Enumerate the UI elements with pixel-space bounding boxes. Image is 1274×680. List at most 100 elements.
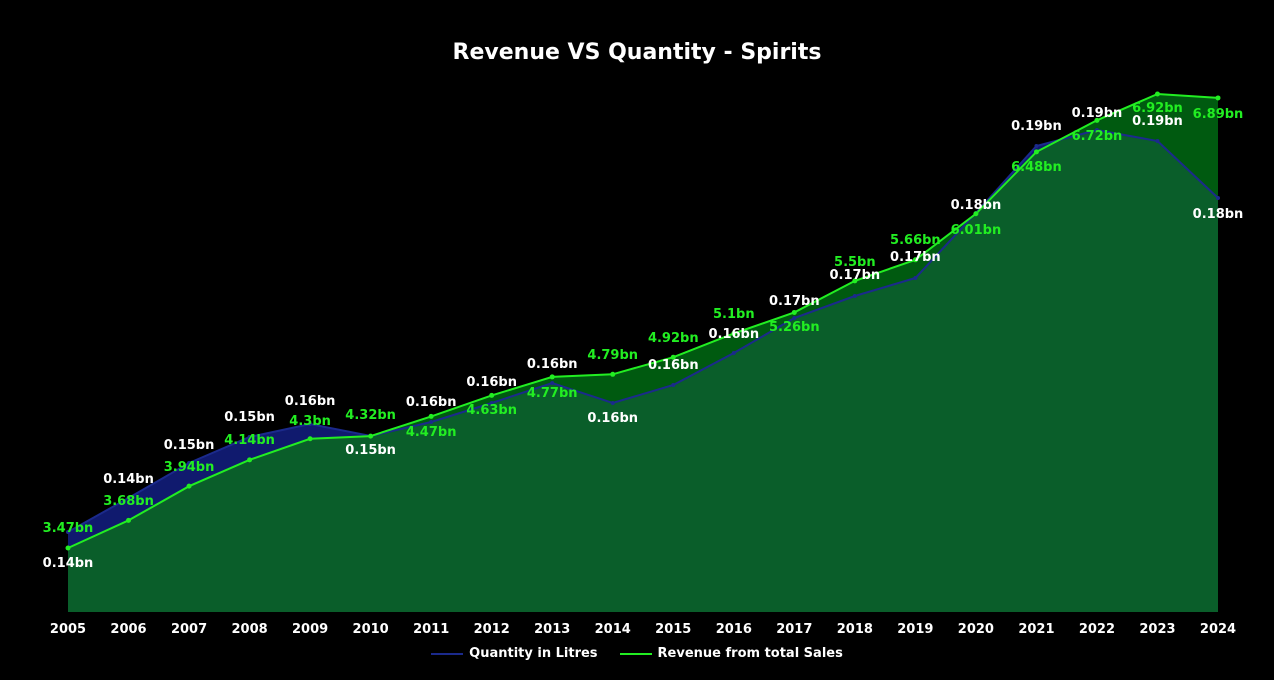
revenue-data-label: 4.77bn [527, 386, 578, 401]
quantity-data-label: 0.19bn [1072, 106, 1123, 121]
quantity-point[interactable] [731, 351, 736, 355]
x-tick-label: 2021 [1018, 622, 1054, 637]
revenue-point[interactable] [1094, 117, 1100, 123]
revenue-data-label: 6.92bn [1132, 101, 1183, 116]
legend-item-revenue[interactable]: Revenue from total Sales [619, 646, 843, 661]
revenue-point[interactable] [670, 354, 676, 360]
quantity-point[interactable] [1155, 139, 1160, 143]
revenue-point[interactable] [428, 413, 434, 419]
x-tick-label: 2008 [231, 622, 267, 637]
quantity-data-label: 0.17bn [769, 294, 820, 309]
revenue-point[interactable] [791, 309, 797, 315]
quantity-data-label: 0.16bn [466, 375, 517, 390]
revenue-data-label: 5.1bn [713, 307, 755, 322]
quantity-data-label: 0.16bn [406, 395, 457, 410]
quantity-data-label: 0.17bn [890, 250, 941, 265]
x-tick-label: 2017 [776, 622, 812, 637]
quantity-data-label: 0.16bn [648, 358, 699, 373]
x-tick-label: 2013 [534, 622, 570, 637]
revenue-point[interactable] [973, 211, 979, 217]
quantity-data-label: 0.16bn [587, 411, 638, 426]
quantity-point[interactable] [913, 276, 918, 280]
revenue-point[interactable] [1154, 91, 1160, 97]
revenue-data-label: 4.79bn [587, 348, 638, 363]
quantity-data-label: 0.18bn [1193, 207, 1244, 222]
x-tick-label: 2022 [1079, 622, 1115, 637]
quantity-data-label: 0.18bn [951, 198, 1002, 213]
quantity-data-label: 0.14bn [43, 556, 94, 571]
revenue-data-label: 6.72bn [1072, 129, 1123, 144]
revenue-point[interactable] [912, 257, 918, 263]
x-tick-label: 2011 [413, 622, 449, 637]
x-tick-label: 2018 [837, 622, 873, 637]
revenue-data-label: 4.3bn [289, 414, 331, 429]
quantity-point[interactable] [610, 401, 615, 405]
quantity-data-label: 0.14bn [103, 472, 154, 487]
x-tick-label: 2010 [353, 622, 389, 637]
area-chart: 0.14bn 0.14bn 0.15bn 0.15bn 0.16bn 0.15bn 0.16… [43, 91, 1244, 637]
revenue-point[interactable] [1215, 95, 1221, 101]
quantity-point[interactable] [671, 383, 676, 387]
quantity-point[interactable] [852, 294, 857, 298]
quantity-point[interactable] [489, 401, 494, 405]
quantity-data-label: 0.16bn [285, 394, 336, 409]
revenue-point[interactable] [307, 436, 313, 442]
quantity-data-label: 0.17bn [830, 268, 881, 283]
x-tick-label: 2009 [292, 622, 328, 637]
x-tick-label: 2007 [171, 622, 207, 637]
revenue-data-label: 6.01bn [951, 223, 1002, 238]
revenue-point[interactable] [731, 331, 737, 337]
legend-swatch-quantity [431, 652, 464, 655]
legend: Quantity in Litres Revenue from total Sa… [0, 646, 1274, 661]
quantity-data-label: 0.15bn [224, 410, 275, 425]
revenue-data-label: 5.26bn [769, 320, 820, 335]
revenue-point[interactable] [852, 278, 858, 284]
x-tick-label: 2014 [595, 622, 631, 637]
quantity-point[interactable] [1034, 144, 1039, 148]
x-tick-label: 2015 [655, 622, 691, 637]
quantity-line [67, 128, 1219, 533]
revenue-data-label: 4.47bn [406, 425, 457, 440]
revenue-point[interactable] [1033, 149, 1039, 155]
quantity-point[interactable] [1094, 128, 1099, 132]
revenue-data-label: 6.48bn [1011, 160, 1062, 175]
chart-title: Revenue VS Quantity - Spirits [452, 40, 822, 65]
x-tick-label: 2019 [897, 622, 933, 637]
revenue-point[interactable] [186, 483, 192, 489]
series-lines-layer [67, 92, 1219, 549]
quantity-point[interactable] [1216, 196, 1220, 200]
revenue-line [67, 92, 1219, 549]
legend-item-quantity[interactable]: Quantity in Litres [431, 646, 598, 661]
revenue-data-label: 3.47bn [43, 521, 94, 536]
revenue-point[interactable] [610, 371, 616, 377]
quantity-data-label: 0.19bn [1011, 119, 1062, 134]
quantity-point[interactable] [247, 435, 252, 439]
revenue-point[interactable] [247, 457, 253, 463]
quantity-point[interactable] [429, 420, 434, 424]
revenue-data-label: 5.66bn [890, 233, 941, 248]
x-tick-label: 2023 [1139, 622, 1175, 637]
revenue-data-label: 4.14bn [224, 433, 275, 448]
revenue-area [68, 94, 1218, 612]
legend-swatch-revenue [619, 652, 652, 655]
quantity-point[interactable] [66, 530, 70, 534]
revenue-point[interactable] [549, 374, 555, 380]
revenue-point[interactable] [126, 517, 132, 523]
revenue-point[interactable] [65, 545, 71, 551]
revenue-point[interactable] [368, 433, 374, 439]
quantity-point[interactable] [187, 461, 192, 465]
quantity-data-label: 0.19bn [1132, 114, 1183, 129]
revenue-data-label: 5.5bn [834, 255, 876, 270]
x-tick-label: 2020 [958, 622, 994, 637]
series-points-layer [65, 91, 1221, 551]
revenue-data-label: 4.63bn [466, 403, 517, 418]
quantity-point[interactable] [550, 381, 555, 385]
quantity-point[interactable] [792, 316, 797, 320]
revenue-data-label: 3.94bn [164, 460, 215, 475]
quantity-point[interactable] [126, 496, 131, 500]
revenue-point[interactable] [489, 392, 495, 398]
quantity-point[interactable] [308, 422, 313, 426]
x-axis: 2005 2006 2007 2008 2009 2010 2011 2012 2013 2014… [50, 622, 1236, 637]
data-labels-layer: 0.14bn 0.14bn 0.15bn 0.15bn 0.16bn 0.15bn 0.16… [43, 101, 1244, 571]
x-tick-label: 2012 [474, 622, 510, 637]
